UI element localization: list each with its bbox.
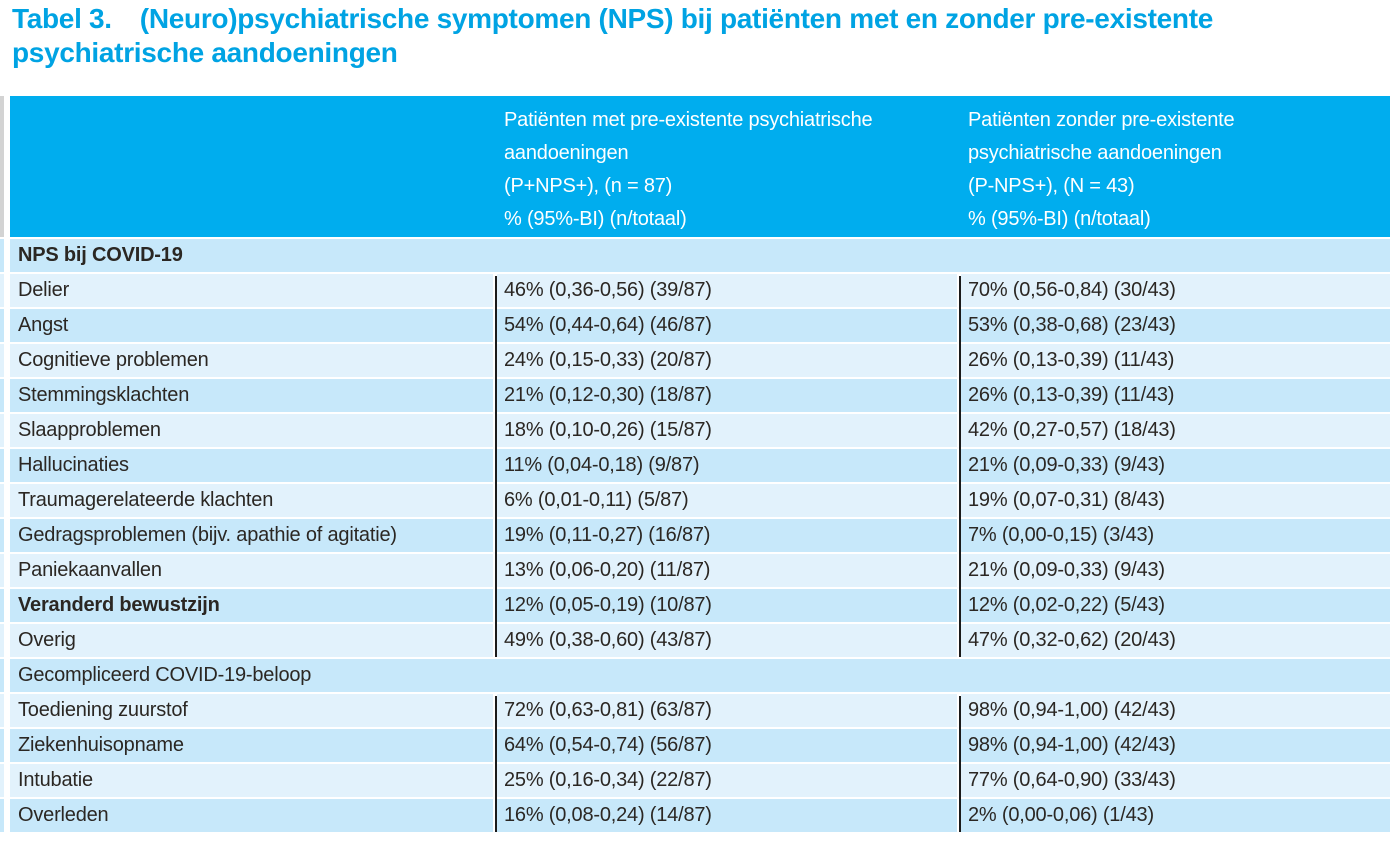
- column-divider-1: [495, 696, 497, 832]
- table-row: Traumagerelateerde klachten 6% (0,01-0,1…: [0, 484, 1390, 517]
- table-row: Delier 46% (0,36-0,56) (39/87) 70% (0,56…: [0, 274, 1390, 307]
- table-row: Paniekaanvallen 13% (0,06-0,20) (11/87) …: [0, 554, 1390, 587]
- data-table: Patiënten met pre-existente psychiatrisc…: [0, 96, 1390, 832]
- table-header-row: Patiënten met pre-existente psychiatrisc…: [0, 96, 1390, 237]
- row-label: Hallucinaties: [10, 449, 493, 482]
- row-value-with-preexisting: 72% (0,63-0,81) (63/87): [497, 694, 957, 727]
- section-rows: Delier 46% (0,36-0,56) (39/87) 70% (0,56…: [0, 274, 1390, 657]
- row-value-without-preexisting: 7% (0,00-0,15) (3/43): [961, 519, 1390, 552]
- table-row: Angst 54% (0,44-0,64) (46/87) 53% (0,38-…: [0, 309, 1390, 342]
- table-title: Tabel 3. (Neuro)psychiatrische symptomen …: [12, 2, 1322, 70]
- column-divider-2: [959, 276, 961, 657]
- row-label: Intubatie: [10, 764, 493, 797]
- section-header-row: Gecompliceerd COVID-19-beloop: [0, 659, 1390, 692]
- row-value-without-preexisting: 53% (0,38-0,68) (23/43): [961, 309, 1390, 342]
- row-value-without-preexisting: 21% (0,09-0,33) (9/43): [961, 449, 1390, 482]
- row-value-with-preexisting: 64% (0,54-0,74) (56/87): [497, 729, 957, 762]
- row-label: Delier: [10, 274, 493, 307]
- header-empty-cell: [10, 104, 493, 237]
- section-title: NPS bij COVID-19: [18, 244, 183, 266]
- row-value-with-preexisting: 24% (0,15-0,33) (20/87): [497, 344, 957, 377]
- row-value-with-preexisting: 6% (0,01-0,11) (5/87): [497, 484, 957, 517]
- row-value-with-preexisting: 11% (0,04-0,18) (9/87): [497, 449, 957, 482]
- table-row: Stemmingsklachten 21% (0,12-0,30) (18/87…: [0, 379, 1390, 412]
- row-label: Ziekenhuisopname: [10, 729, 493, 762]
- table-row: Slaapproblemen 18% (0,10-0,26) (15/87) 4…: [0, 414, 1390, 447]
- row-value-without-preexisting: 42% (0,27-0,57) (18/43): [961, 414, 1390, 447]
- row-value-with-preexisting: 12% (0,05-0,19) (10/87): [497, 589, 957, 622]
- table-caption: (Neuro)psychiatrische symptomen (NPS) bi…: [12, 3, 1213, 68]
- row-value-without-preexisting: 98% (0,94-1,00) (42/43): [961, 729, 1390, 762]
- section-title: Gecompliceerd COVID-19-beloop: [18, 664, 312, 686]
- row-label: Gedragsproblemen (bijv. apathie of agita…: [10, 519, 493, 552]
- row-value-with-preexisting: 19% (0,11-0,27) (16/87): [497, 519, 957, 552]
- table-row: Gedragsproblemen (bijv. apathie of agita…: [0, 519, 1390, 552]
- row-label: Stemmingsklachten: [10, 379, 493, 412]
- row-label: Slaapproblemen: [10, 414, 493, 447]
- section-header-row: NPS bij COVID-19: [0, 239, 1390, 272]
- row-label: Toediening zuurstof: [10, 694, 493, 727]
- table-row: Hallucinaties 11% (0,04-0,18) (9/87) 21%…: [0, 449, 1390, 482]
- row-value-without-preexisting: 47% (0,32-0,62) (20/43): [961, 624, 1390, 657]
- row-value-without-preexisting: 19% (0,07-0,31) (8/43): [961, 484, 1390, 517]
- header-col-with-preexisting: Patiënten met pre-existente psychiatrisc…: [504, 109, 873, 230]
- row-value-without-preexisting: 26% (0,13-0,39) (11/43): [961, 344, 1390, 377]
- row-value-without-preexisting: 21% (0,09-0,33) (9/43): [961, 554, 1390, 587]
- table-row: Cognitieve problemen 24% (0,15-0,33) (20…: [0, 344, 1390, 377]
- table-row: Overleden 16% (0,08-0,24) (14/87) 2% (0,…: [0, 799, 1390, 832]
- row-value-without-preexisting: 12% (0,02-0,22) (5/43): [961, 589, 1390, 622]
- table-body: NPS bij COVID-19 Delier 46% (0,36-0,56) …: [0, 239, 1390, 832]
- row-value-with-preexisting: 18% (0,10-0,26) (15/87): [497, 414, 957, 447]
- row-label: Veranderd bewustzijn: [10, 589, 493, 622]
- row-value-without-preexisting: 2% (0,00-0,06) (1/43): [961, 799, 1390, 832]
- table-number: Tabel 3.: [12, 3, 112, 34]
- table-row: Veranderd bewustzijn 12% (0,05-0,19) (10…: [0, 589, 1390, 622]
- column-divider-2: [959, 696, 961, 832]
- table-row: Toediening zuurstof 72% (0,63-0,81) (63/…: [0, 694, 1390, 727]
- row-value-without-preexisting: 26% (0,13-0,39) (11/43): [961, 379, 1390, 412]
- row-value-with-preexisting: 13% (0,06-0,20) (11/87): [497, 554, 957, 587]
- row-label: Angst: [10, 309, 493, 342]
- row-label: Traumagerelateerde klachten: [10, 484, 493, 517]
- header-col-without-preexisting: Patiënten zonder pre-existente psychiatr…: [968, 109, 1235, 230]
- row-value-with-preexisting: 54% (0,44-0,64) (46/87): [497, 309, 957, 342]
- table-row: Overig 49% (0,38-0,60) (43/87) 47% (0,32…: [0, 624, 1390, 657]
- table-row: Ziekenhuisopname 64% (0,54-0,74) (56/87)…: [0, 729, 1390, 762]
- row-value-with-preexisting: 21% (0,12-0,30) (18/87): [497, 379, 957, 412]
- row-label: Paniekaanvallen: [10, 554, 493, 587]
- row-value-without-preexisting: 98% (0,94-1,00) (42/43): [961, 694, 1390, 727]
- row-label: Overig: [10, 624, 493, 657]
- row-label: Overleden: [10, 799, 493, 832]
- row-value-with-preexisting: 16% (0,08-0,24) (14/87): [497, 799, 957, 832]
- column-divider-1: [495, 276, 497, 657]
- row-label: Cognitieve problemen: [10, 344, 493, 377]
- row-value-without-preexisting: 70% (0,56-0,84) (30/43): [961, 274, 1390, 307]
- section-rows: Toediening zuurstof 72% (0,63-0,81) (63/…: [0, 694, 1390, 832]
- row-value-with-preexisting: 49% (0,38-0,60) (43/87): [497, 624, 957, 657]
- row-value-with-preexisting: 25% (0,16-0,34) (22/87): [497, 764, 957, 797]
- row-value-without-preexisting: 77% (0,64-0,90) (33/43): [961, 764, 1390, 797]
- row-value-with-preexisting: 46% (0,36-0,56) (39/87): [497, 274, 957, 307]
- table-row: Intubatie 25% (0,16-0,34) (22/87) 77% (0…: [0, 764, 1390, 797]
